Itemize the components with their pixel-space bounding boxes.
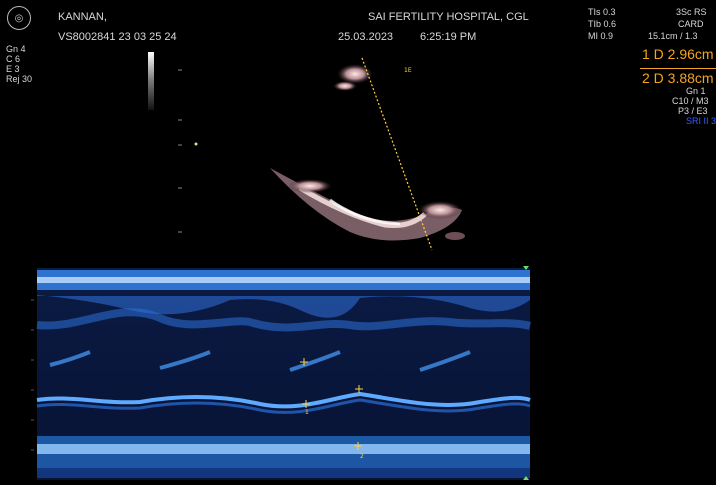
mmode-panel [31, 266, 532, 480]
exam-time: 6:25:19 PM [420, 31, 477, 43]
mmode-persistence: P3 / E3 [678, 106, 708, 116]
depth-label: 15.1cm / 1.3 [648, 31, 698, 41]
cursor-label: 1E [404, 67, 412, 74]
reject-param: Rej 30 [6, 74, 33, 84]
bmode-echoes [270, 64, 465, 241]
hospital-name: SAI FERTILITY HOSPITAL, CGL [368, 11, 529, 23]
patient-name: KANNAN, [58, 11, 107, 23]
measurement-2: 2 D 3.88cm [642, 70, 714, 86]
measurement-divider [640, 68, 716, 69]
probe-label: 3Sc RS [676, 7, 707, 17]
depth-scale [178, 69, 182, 233]
probe-logo-icon: ◎ [7, 6, 31, 30]
measurement-markers [300, 358, 363, 450]
mmode-gain: Gn 1 [686, 86, 706, 96]
tis-value: TIs 0.3 [588, 7, 616, 17]
patient-id: VS8002841 23 03 25 24 [58, 31, 177, 43]
focus-marker [194, 142, 198, 146]
mi-value: MI 0.9 [588, 31, 614, 41]
marker-1-label: 1 [305, 409, 309, 416]
tib-value: TIb 0.6 [588, 19, 617, 29]
gain-param: Gn 4 [6, 44, 26, 54]
sri-label: SRI II 3 [686, 116, 716, 126]
measurement-1: 1 D 2.96cm [642, 46, 714, 62]
enhancement-param: E 3 [6, 64, 20, 74]
grayscale-bar [148, 52, 154, 110]
preset-label: CARD [678, 19, 704, 29]
exam-date: 25.03.2023 [338, 31, 394, 43]
contrast-param: C 6 [6, 54, 21, 64]
marker-2-label: 2 [360, 453, 364, 460]
mmode-contrast: C10 / M3 [672, 96, 709, 106]
